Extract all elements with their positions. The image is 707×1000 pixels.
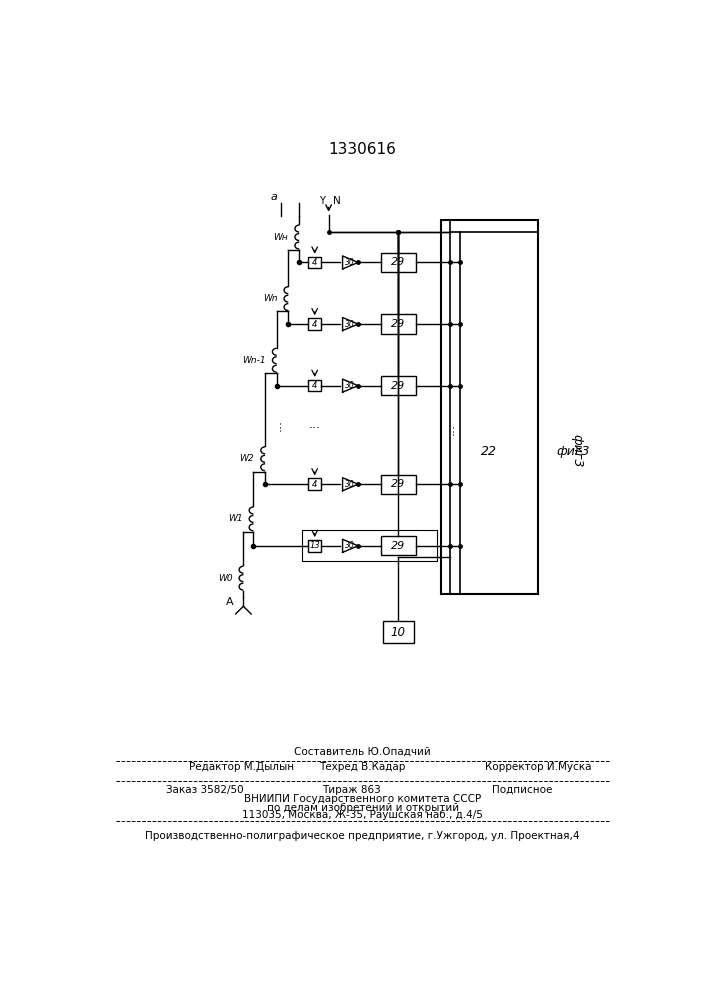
Text: 4: 4 bbox=[312, 320, 317, 329]
Text: W1: W1 bbox=[228, 514, 243, 523]
Text: Y: Y bbox=[320, 196, 325, 206]
Bar bbox=[380, 314, 416, 334]
Text: 4: 4 bbox=[312, 381, 317, 390]
Text: Техред В.Кадар: Техред В.Кадар bbox=[320, 762, 406, 772]
Text: Wн: Wн bbox=[274, 233, 288, 242]
Bar bbox=[308, 257, 321, 268]
Bar bbox=[301, 530, 437, 561]
Bar bbox=[380, 253, 416, 272]
Text: 30: 30 bbox=[345, 381, 354, 390]
Text: W2: W2 bbox=[240, 454, 255, 463]
Text: по делам изобретений и открытий: по делам изобретений и открытий bbox=[267, 803, 459, 813]
Bar bbox=[308, 318, 321, 330]
Text: 29: 29 bbox=[391, 541, 406, 551]
Bar bbox=[380, 536, 416, 555]
Text: 29: 29 bbox=[391, 479, 406, 489]
Text: 29: 29 bbox=[391, 319, 406, 329]
Text: ...: ... bbox=[444, 423, 457, 435]
Bar bbox=[383, 621, 414, 643]
Text: 30: 30 bbox=[345, 541, 354, 550]
Text: ...: ... bbox=[309, 418, 321, 431]
Text: Заказ 3582/50: Заказ 3582/50 bbox=[166, 785, 243, 795]
Text: 4: 4 bbox=[312, 480, 317, 489]
Text: 29: 29 bbox=[391, 257, 406, 267]
Text: A: A bbox=[226, 597, 233, 607]
Bar bbox=[380, 376, 416, 395]
Text: 30: 30 bbox=[345, 258, 354, 267]
Text: 30: 30 bbox=[345, 320, 354, 329]
Bar bbox=[308, 540, 321, 552]
Bar bbox=[308, 478, 321, 490]
Text: a: a bbox=[271, 192, 278, 202]
Text: Производственно-полиграфическое предприятие, г.Ужгород, ул. Проектная,4: Производственно-полиграфическое предприя… bbox=[146, 831, 580, 841]
Text: 29: 29 bbox=[391, 381, 406, 391]
Text: Редактор М.Дылын: Редактор М.Дылын bbox=[189, 762, 294, 772]
Text: Корректор И.Муска: Корректор И.Муска bbox=[484, 762, 591, 772]
Text: 22: 22 bbox=[481, 445, 497, 458]
Text: Составитель Ю.Опадчий: Составитель Ю.Опадчий bbox=[294, 746, 431, 756]
Text: 10: 10 bbox=[391, 626, 406, 639]
Bar bbox=[308, 380, 321, 391]
Text: 13: 13 bbox=[309, 541, 320, 550]
Bar bbox=[441, 220, 538, 594]
Text: 4: 4 bbox=[312, 258, 317, 267]
Text: Wn-1: Wn-1 bbox=[243, 356, 266, 365]
Text: 113035, Москва, Ж-35, Раушская наб., д.4/5: 113035, Москва, Ж-35, Раушская наб., д.4… bbox=[243, 810, 483, 820]
Text: W0: W0 bbox=[218, 574, 233, 583]
Text: ...: ... bbox=[270, 419, 284, 431]
Text: фиг3: фиг3 bbox=[556, 445, 590, 458]
Text: N: N bbox=[332, 196, 340, 206]
Text: ВНИИПИ Государственного комитета СССР: ВНИИПИ Государственного комитета СССР bbox=[244, 794, 481, 804]
Text: Wn: Wn bbox=[263, 294, 277, 303]
Bar bbox=[380, 475, 416, 494]
Text: 1330616: 1330616 bbox=[329, 142, 397, 157]
Text: Подписное: Подписное bbox=[492, 785, 553, 795]
Text: фиг3: фиг3 bbox=[570, 434, 583, 468]
Text: 30: 30 bbox=[345, 480, 354, 489]
Text: Тираж 863: Тираж 863 bbox=[322, 785, 381, 795]
